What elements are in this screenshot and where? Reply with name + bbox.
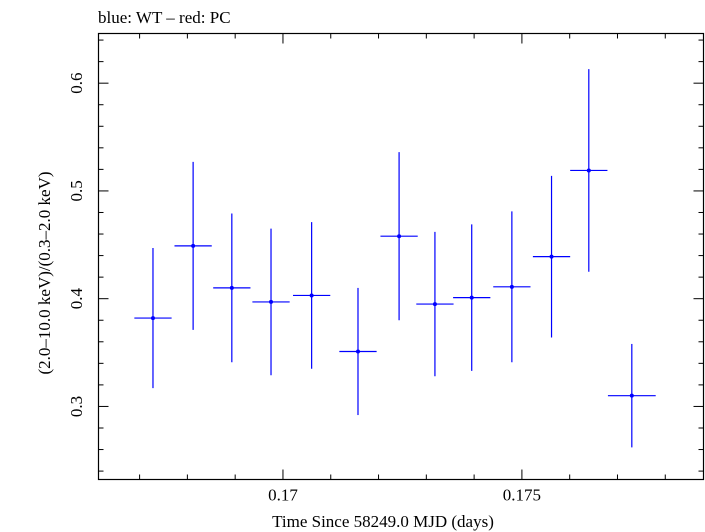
data-marker [191,243,196,248]
data-point [532,175,571,338]
data-marker [397,234,402,239]
chart-title: blue: WT – red: PC [98,8,231,27]
data-marker [509,284,514,289]
data-point [213,213,251,363]
data-point [493,211,531,363]
y-axis-label: (2.0–10.0 keV)/(0.3–2.0 keV) [35,171,54,374]
data-marker [586,168,591,173]
data-point [380,152,418,321]
x-axis-label: Time Since 58249.0 MJD (days) [272,512,494,531]
y-tick-label: 0.5 [67,180,86,201]
data-point [174,161,212,330]
data-point [453,224,491,371]
plot-frame [97,32,705,481]
x-tick-label: 0.17 [268,486,298,505]
data-point [339,287,377,416]
data-point [416,231,454,377]
data-marker [269,299,274,304]
data-marker [432,302,437,307]
axis-tick-labels: 0.17 0.175 0.3 0.4 0.5 0.6 [67,73,541,505]
y-tick-label: 0.3 [67,396,86,417]
data-marker [229,285,234,290]
axis-ticks [98,33,704,480]
data-marker [309,293,314,298]
data-points [134,69,656,448]
data-point [570,69,608,272]
data-marker [629,393,634,398]
data-marker [355,349,360,354]
data-point [252,228,290,376]
data-point [607,343,656,448]
data-point [134,248,172,389]
data-point [292,222,331,369]
x-tick-label: 0.175 [503,486,541,505]
y-tick-label: 0.6 [67,73,86,94]
data-marker [150,316,155,321]
data-marker [549,254,554,259]
y-tick-label: 0.4 [67,288,86,310]
data-marker [469,295,474,300]
